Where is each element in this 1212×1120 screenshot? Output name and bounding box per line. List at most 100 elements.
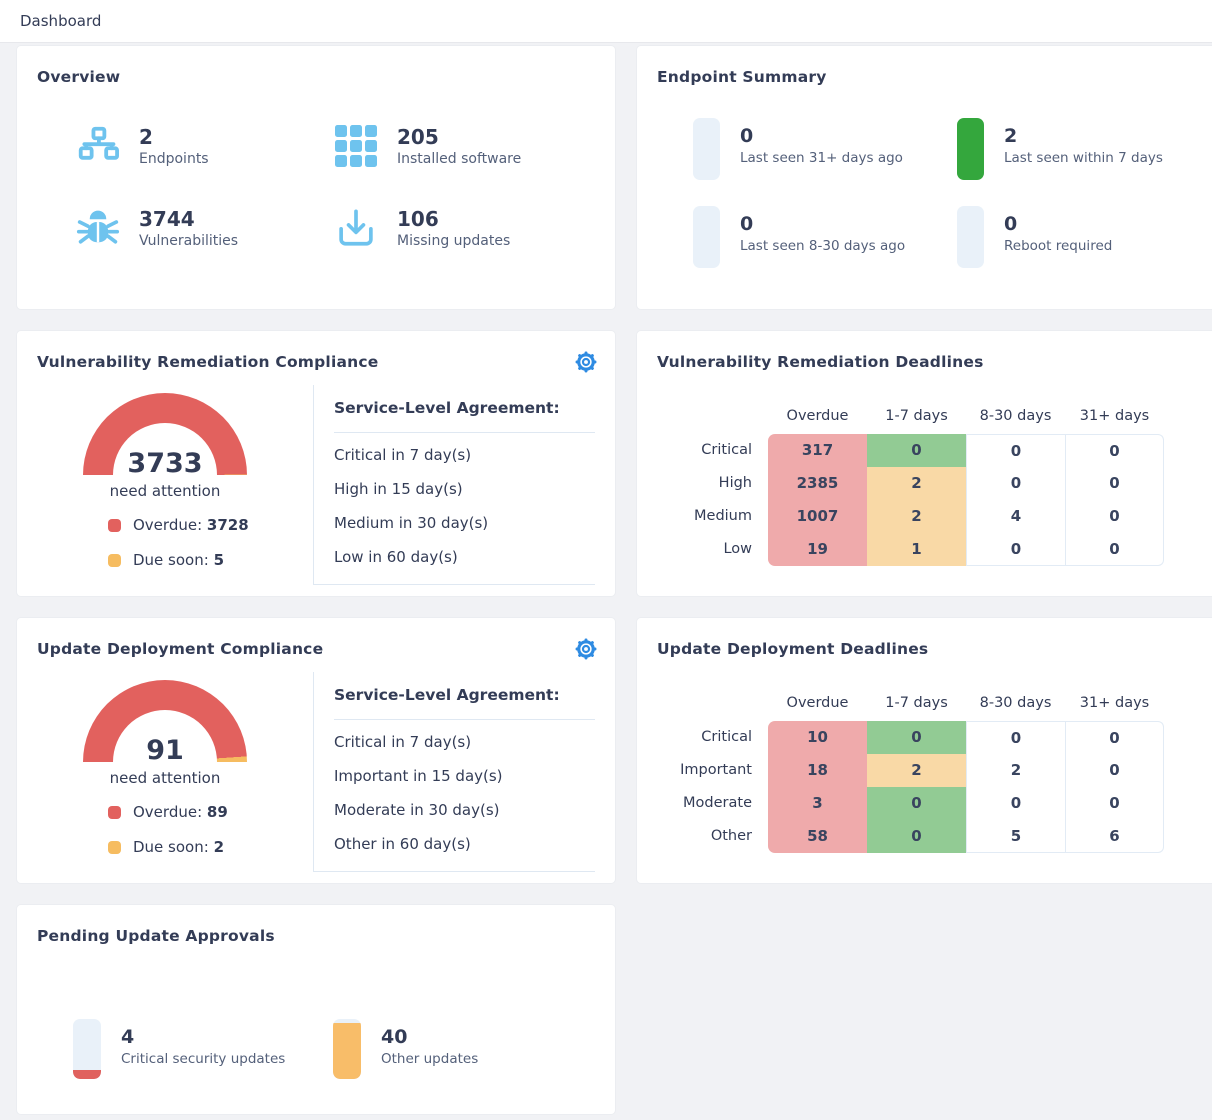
due-soon-value: 2 — [213, 838, 225, 856]
vulnerabilities-bug-icon — [75, 206, 121, 250]
compliance-gauge: 3733 — [83, 393, 247, 479]
overdue-swatch — [108, 518, 121, 532]
table-cell: 0 — [966, 467, 1065, 500]
table-cell: 4 — [966, 500, 1065, 533]
sla-panel: Service-Level Agreement: Critical in 7 d… — [313, 672, 595, 872]
row-label: Other — [710, 828, 752, 844]
column-header: 1-7 days — [885, 407, 948, 424]
legend-due-soon: Due soon: 2 — [108, 838, 228, 856]
due-soon-swatch — [108, 553, 121, 567]
compliance-gauge: 91 — [83, 680, 247, 766]
overview-item-vulnerabilities: 3744 Vulnerabilities — [75, 202, 333, 254]
table-cell: 2385 — [768, 467, 867, 500]
table-cell: 0 — [1065, 787, 1164, 820]
update-compliance-title: Update Deployment Compliance — [37, 640, 324, 658]
legend-overdue: Overdue: 89 — [108, 803, 228, 821]
gauge-legend: Overdue: 3728 Due soon: 5 — [108, 516, 249, 569]
sla-item: Critical in 7 day(s) — [334, 446, 472, 464]
installed-software-icon — [333, 125, 379, 167]
table-cell: 1007 — [768, 500, 867, 533]
due-soon-label: Due soon: — [133, 551, 209, 569]
row-label: Critical — [701, 729, 752, 745]
table-cell: 0 — [1065, 721, 1164, 754]
endpoint-stat-label: Last seen within 7 days — [1004, 150, 1163, 166]
endpoint-stat-label: Reboot required — [1004, 238, 1113, 254]
pending-approvals-item: 4 Critical security updates — [73, 1019, 333, 1079]
column-header: 8-30 days — [979, 407, 1052, 424]
gauge-caption: need attention — [109, 769, 221, 787]
table-cell: 5 — [966, 820, 1065, 853]
missing-updates-label: Missing updates — [397, 232, 511, 249]
overdue-value: 89 — [206, 803, 228, 821]
column-header: Overdue — [786, 694, 849, 711]
top-bar: Dashboard — [0, 0, 1212, 43]
overview-card-title: Overview — [37, 68, 121, 86]
dashboard-grid: Overview 2 Endpoints — [0, 43, 1212, 1115]
other-updates-label: Other updates — [381, 1051, 479, 1067]
status-bar — [693, 206, 720, 268]
column-header: 8-30 days — [979, 694, 1052, 711]
vuln-deadlines-title: Vulnerability Remediation Deadlines — [657, 353, 984, 371]
table-cell: 0 — [1065, 434, 1164, 467]
table-cell: 0 — [867, 820, 966, 853]
installed-software-count: 205 — [397, 124, 439, 149]
vulnerabilities-label: Vulnerabilities — [139, 232, 239, 249]
sla-panel: Service-Level Agreement: Critical in 7 d… — [313, 385, 595, 585]
gear-icon[interactable] — [575, 638, 597, 660]
row-label: Moderate — [683, 795, 752, 811]
critical-updates-bar — [73, 1019, 101, 1079]
bar-fill — [73, 1070, 101, 1079]
installed-software-label: Installed software — [397, 150, 522, 167]
endpoint-summary-card: Endpoint Summary 0 Last seen 31+ days ag… — [636, 45, 1212, 310]
table-cell: 0 — [867, 434, 966, 467]
endpoint-summary-item: 0 Reboot required — [957, 206, 1212, 268]
endpoint-summary-item: 2 Last seen within 7 days — [957, 118, 1212, 180]
sla-heading: Service-Level Agreement: — [334, 672, 595, 720]
row-label: High — [718, 475, 752, 491]
other-updates-bar — [333, 1019, 361, 1079]
table-cell: 0 — [867, 721, 966, 754]
table-cell: 0 — [1065, 500, 1164, 533]
table-cell: 6 — [1065, 820, 1164, 853]
table-cell: 0 — [1065, 754, 1164, 787]
table-cell: 3 — [768, 787, 867, 820]
update-deadlines-table: Overdue 1-7 days 8-30 days 31+ days Crit… — [657, 684, 1212, 853]
bar-fill — [333, 1023, 361, 1079]
pending-approvals-card: Pending Update Approvals 4 Critical secu… — [16, 904, 616, 1115]
due-soon-value: 5 — [213, 551, 225, 569]
table-cell: 0 — [966, 787, 1065, 820]
sla-item: High in 15 day(s) — [334, 480, 463, 498]
table-cell: 0 — [966, 721, 1065, 754]
table-cell: 18 — [768, 754, 867, 787]
sla-item: Medium in 30 day(s) — [334, 514, 489, 532]
status-bar — [693, 118, 720, 180]
sla-item: Other in 60 day(s) — [334, 835, 471, 853]
vuln-deadlines-table: Overdue 1-7 days 8-30 days 31+ days Crit… — [657, 397, 1212, 566]
table-cell: 10 — [768, 721, 867, 754]
gauge-value: 3733 — [127, 448, 203, 479]
overdue-swatch — [108, 805, 121, 819]
column-header: 1-7 days — [885, 694, 948, 711]
table-cell: 0 — [1065, 467, 1164, 500]
table-cell: 0 — [966, 434, 1065, 467]
vulnerabilities-count: 3744 — [139, 206, 195, 231]
gauge-value: 91 — [146, 735, 184, 766]
column-header: 31+ days — [1079, 694, 1150, 711]
endpoints-label: Endpoints — [139, 150, 209, 167]
sla-item: Moderate in 30 day(s) — [334, 801, 500, 819]
endpoint-summary-item: 0 Last seen 31+ days ago — [693, 118, 957, 180]
endpoint-stat-value: 0 — [1004, 213, 1018, 235]
overview-item-endpoints: 2 Endpoints — [75, 120, 333, 172]
update-deadlines-title: Update Deployment Deadlines — [657, 640, 929, 658]
vuln-compliance-card: Vulnerability Remediation Compliance — [16, 330, 616, 597]
overview-item-missing-updates: 106 Missing updates — [333, 202, 591, 254]
critical-updates-count: 4 — [121, 1026, 135, 1048]
gauge-legend: Overdue: 89 Due soon: 2 — [108, 803, 228, 856]
overview-card: Overview 2 Endpoints — [16, 45, 616, 310]
pending-approvals-item: 40 Other updates — [333, 1019, 593, 1079]
endpoint-stat-value: 0 — [740, 213, 754, 235]
page-title: Dashboard — [20, 12, 102, 30]
endpoint-stat-value: 2 — [1004, 125, 1018, 147]
endpoint-stat-label: Last seen 8-30 days ago — [740, 238, 906, 254]
gear-icon[interactable] — [575, 351, 597, 373]
